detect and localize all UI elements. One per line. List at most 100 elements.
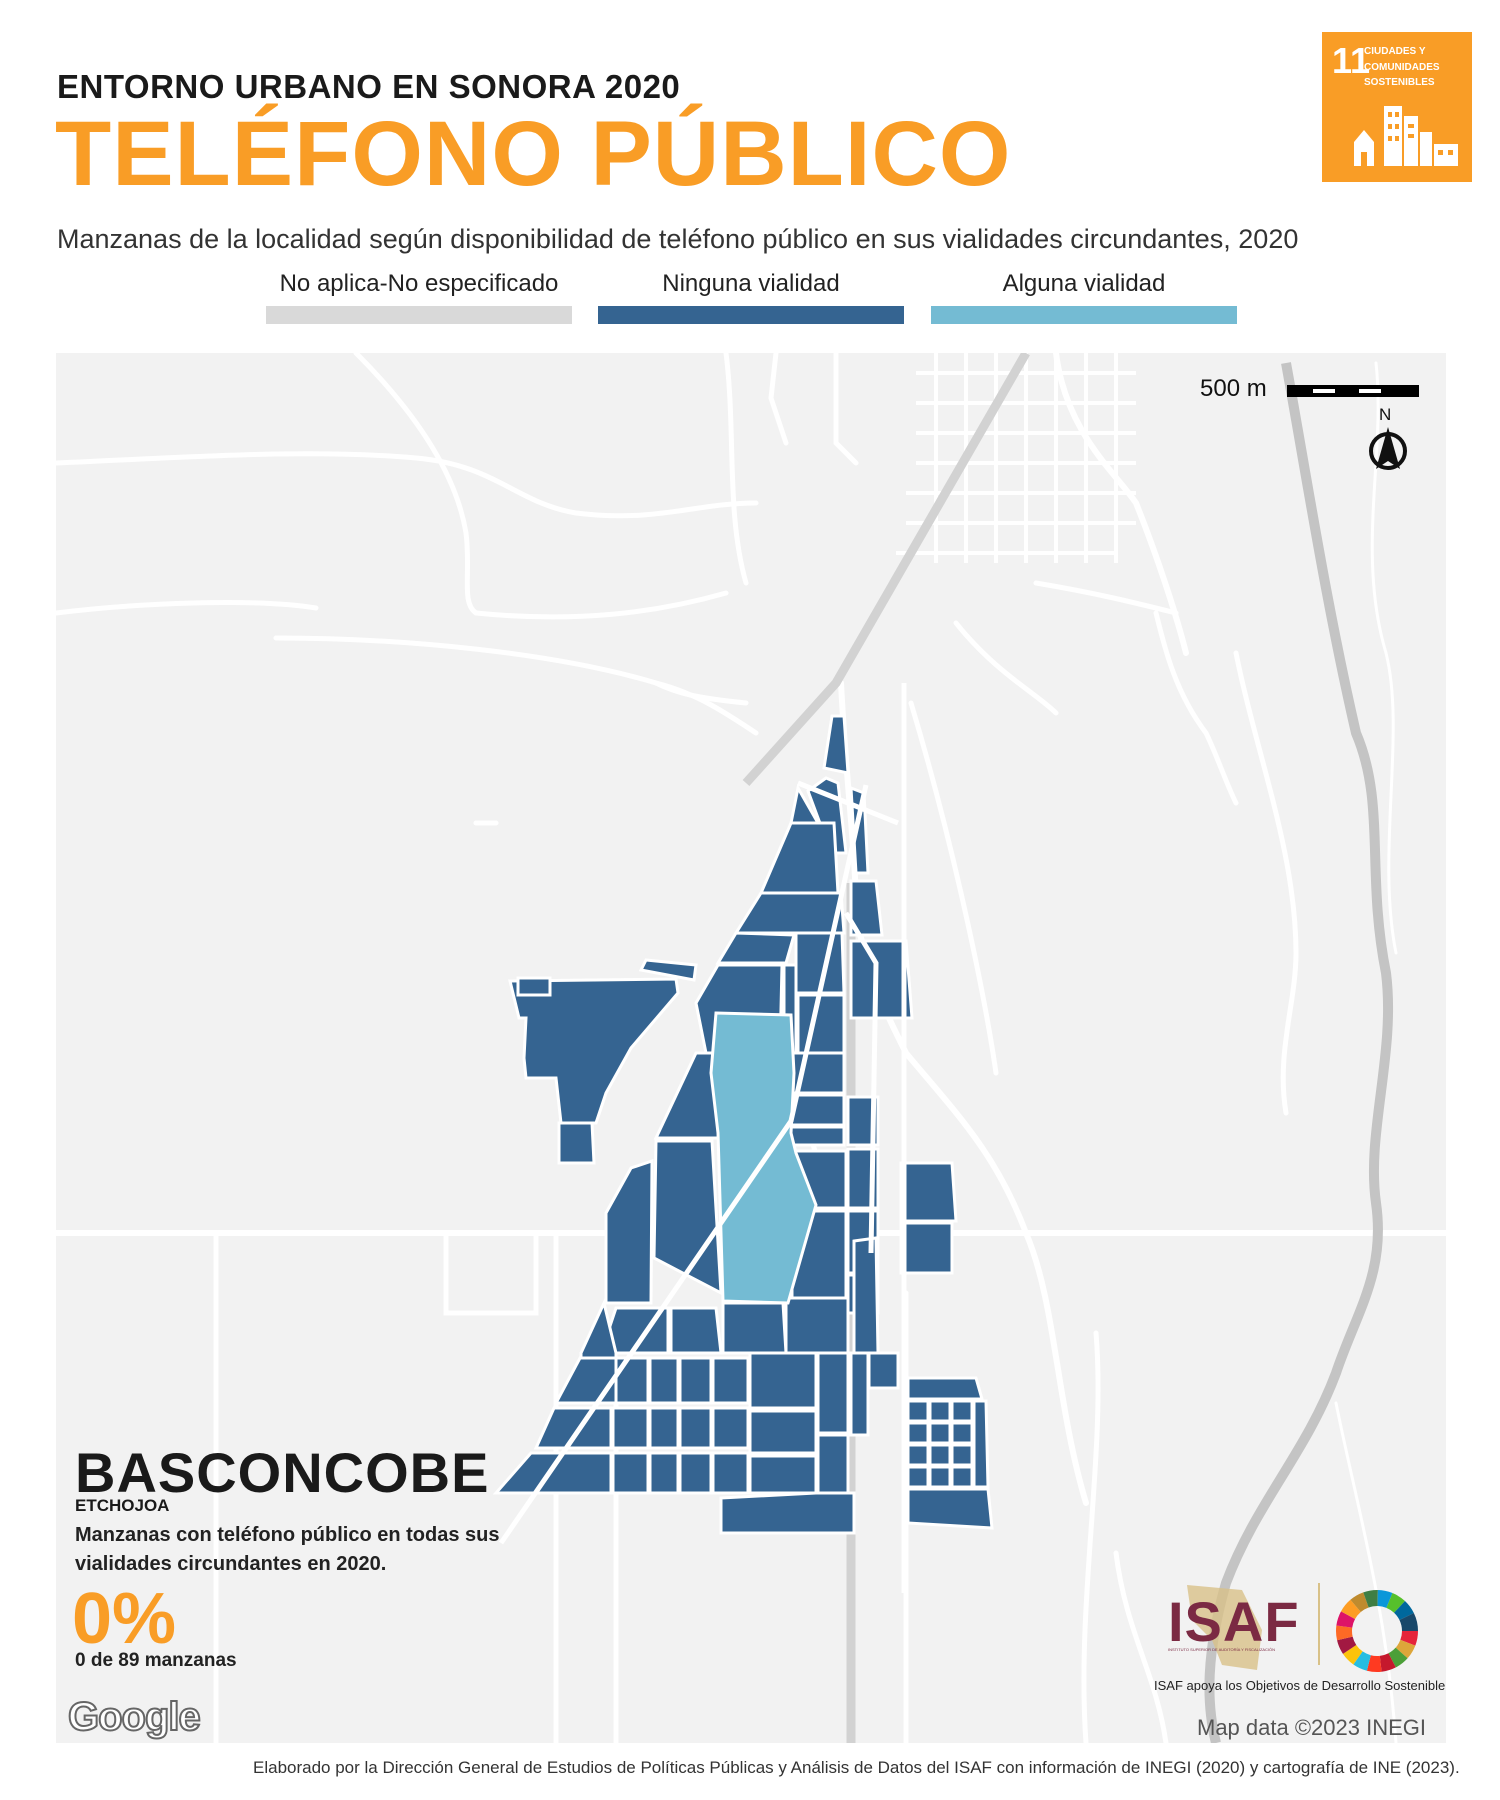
legend-label-alguna: Alguna vialidad: [1002, 270, 1166, 297]
sdg-11-badge: 11 CIUDADES Y COMUNIDADES SOSTENIBLES: [1322, 32, 1472, 182]
map-block: [758, 821, 840, 895]
map-block: [906, 1487, 994, 1530]
city-buildings-icon: [1354, 106, 1458, 166]
map-block: [950, 1421, 974, 1445]
map-block: [648, 1451, 680, 1495]
map-block: [715, 931, 796, 965]
page-title: TELÉFONO PÚBLICO: [55, 103, 1012, 205]
map-block: [899, 1161, 958, 1223]
indicator-description: Manzanas con teléfono público en todas s…: [75, 1524, 500, 1575]
sdg-number: 11: [1332, 40, 1371, 81]
map-block: [492, 1451, 613, 1495]
map-block: [553, 1356, 618, 1405]
indicator-percent: 0%: [72, 1579, 177, 1659]
map-block: [516, 976, 552, 997]
map-block: [906, 1443, 930, 1467]
map-block: [849, 1351, 870, 1437]
isaf-logo-subtext: INSTITUTO SUPERIOR DE AUDITORÍA Y FISCAL…: [1168, 1647, 1276, 1652]
scale-bar: [1287, 385, 1419, 397]
isaf-logo: [1160, 1578, 1270, 1688]
legend-swatch-alguna: [931, 306, 1237, 324]
map-block: [928, 1465, 952, 1489]
map-block: [928, 1443, 952, 1467]
legend-label-ninguna: Ninguna vialidad: [662, 270, 840, 297]
map-block: [822, 714, 850, 775]
map-block: [614, 1356, 650, 1405]
map-block: [816, 1351, 850, 1435]
locality-name: BASCONCOBE: [75, 1441, 490, 1504]
map-block: [611, 1451, 650, 1495]
sdg-label: CIUDADES Y COMUNIDADES SOSTENIBLES: [1364, 44, 1440, 91]
kicker-title: ENTORNO URBANO EN SONORA 2020: [57, 68, 681, 105]
map-block: [733, 891, 846, 935]
map-attribution: Map data ©2023 INEGI: [1197, 1715, 1427, 1740]
map-block: [711, 1451, 750, 1495]
map-block: [721, 1301, 788, 1355]
sdg-label-line: SOSTENIBLES: [1364, 77, 1435, 88]
map-block: [972, 1399, 990, 1489]
sdg-label-line: CIUDADES Y: [1364, 46, 1426, 57]
sonora-map-silhouette: [1187, 1585, 1262, 1670]
map-panel[interactable]: 500 m N ISAF INSTITUTO SUPERIOR DE AUDIT…: [56, 353, 1446, 1743]
map-block: [906, 1399, 930, 1423]
map-block: [719, 1491, 856, 1535]
map-block: [678, 1451, 713, 1495]
map-block: [508, 977, 680, 1125]
map-block: [867, 1351, 900, 1390]
indicator-count: 0 de 89 manzanas: [75, 1650, 237, 1671]
map-block: [638, 958, 698, 982]
map-block: [846, 1095, 880, 1147]
map-block: [652, 1139, 723, 1296]
map-block: [748, 1409, 818, 1455]
map-block: [711, 1406, 750, 1450]
legend-swatch-ninguna: [598, 306, 904, 324]
map-block: [906, 1465, 930, 1489]
sdg-label-line: COMUNIDADES: [1364, 61, 1440, 73]
isaf-caption: ISAF apoya los Objetivos de Desarrollo S…: [1154, 1678, 1446, 1693]
blocks-ninguna-vialidad: [492, 714, 994, 1535]
legend-label-no-aplica: No aplica-No especificado: [279, 270, 559, 297]
local-streets: [498, 683, 907, 1593]
map-block: [906, 1376, 984, 1401]
isaf-logo-text: ISAF: [1168, 1590, 1300, 1653]
highway-diagonal: [742, 353, 1030, 787]
map-block: [604, 1158, 654, 1305]
map-block: [928, 1421, 952, 1445]
map-block: [678, 1406, 713, 1450]
footer-credits: Elaborado por la Dirección General de Es…: [253, 1758, 1460, 1777]
north-arrow-icon: [1369, 427, 1407, 470]
map-block: [611, 1406, 650, 1450]
map-block: [796, 993, 846, 1055]
map-block: [849, 939, 914, 1020]
map-block: [950, 1399, 974, 1423]
map-block: [648, 1356, 680, 1405]
map-block: [816, 1433, 850, 1495]
map-block: [648, 1406, 680, 1450]
google-logo: Google: [67, 1694, 202, 1740]
map-block: [711, 1356, 750, 1405]
map-block: [678, 1356, 713, 1405]
map-block: [748, 1351, 818, 1410]
town-grid: [896, 353, 1136, 563]
map-block: [928, 1399, 952, 1423]
map-block: [950, 1465, 974, 1489]
map-block: [533, 1406, 613, 1450]
map-block: [557, 1121, 596, 1165]
page-subtitle: Manzanas de la localidad según disponibi…: [57, 224, 1299, 254]
map-block: [950, 1443, 974, 1467]
map-svg: [56, 353, 1446, 1743]
map-block: [899, 1221, 954, 1275]
map-block: [906, 1421, 930, 1445]
map-block: [748, 1454, 818, 1495]
canal: [1204, 362, 1394, 1743]
north-label: N: [1379, 405, 1392, 424]
map-block: [669, 1306, 723, 1355]
map-block: [852, 1236, 880, 1355]
legend-swatch-no-aplica: [266, 306, 572, 324]
sdg-wheel-icon: [1336, 1590, 1418, 1672]
map-block: [784, 1296, 850, 1355]
scale-label: 500 m: [1200, 375, 1267, 402]
logo-divider: [1318, 1583, 1320, 1665]
municipality-name: ETCHOJOA: [75, 1496, 170, 1515]
road-network: [56, 353, 1446, 1743]
